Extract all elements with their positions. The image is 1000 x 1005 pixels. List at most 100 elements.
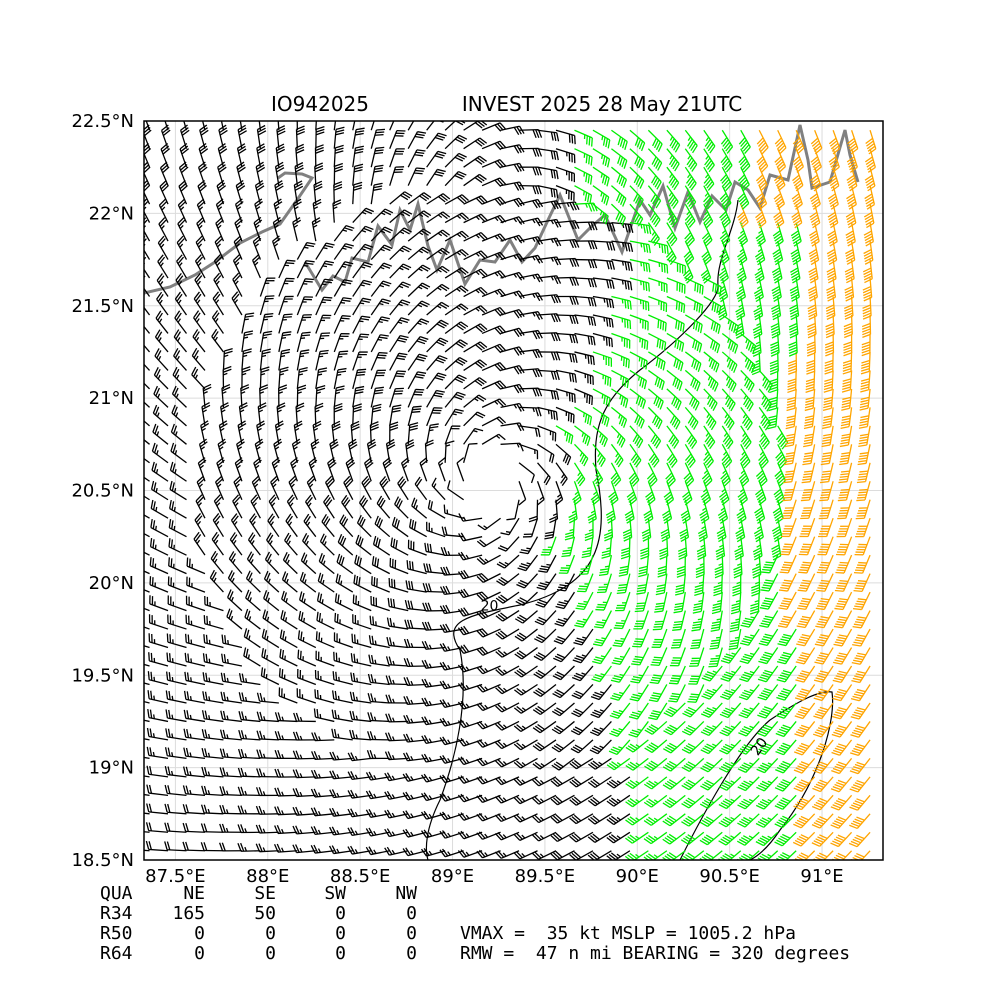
barb-half-feather	[285, 636, 286, 640]
barb-half-feather	[154, 714, 155, 718]
barb-half-feather	[246, 678, 247, 682]
barb-staff	[353, 148, 356, 167]
barb-half-feather	[271, 522, 274, 526]
barb-feather	[278, 750, 281, 758]
barb-feather	[223, 711, 225, 719]
wind-barb	[181, 107, 190, 131]
wind-barb	[498, 537, 519, 551]
barb-staff	[371, 317, 381, 334]
barb-feather	[190, 559, 191, 568]
wind-barb	[514, 740, 537, 750]
wind-barb	[353, 298, 371, 315]
barb-staff	[556, 333, 575, 334]
wind-barb	[166, 728, 187, 740]
wind-barb	[375, 516, 390, 537]
barb-feather	[132, 690, 133, 699]
barb-feather	[520, 552, 529, 553]
barb-feather	[264, 590, 267, 598]
wind-barb	[427, 320, 449, 333]
barb-staff	[272, 463, 279, 481]
barb-half-feather	[197, 540, 200, 544]
wind-barb	[593, 186, 609, 206]
barb-feather	[350, 730, 352, 738]
barb-half-feather	[429, 796, 432, 800]
barb-feather	[418, 114, 426, 116]
barb-staff	[264, 598, 279, 610]
barb-feather	[588, 317, 590, 325]
barb-staff	[402, 463, 409, 481]
barb-half-feather	[474, 399, 478, 401]
wind-barb	[408, 301, 429, 315]
barb-half-feather	[191, 696, 192, 700]
barb-feather	[418, 372, 427, 373]
barb-feather	[371, 693, 373, 701]
barb-staff	[445, 443, 446, 462]
wind-barb	[537, 574, 556, 590]
barb-half-feather	[587, 548, 591, 549]
barb-feather	[169, 557, 170, 566]
wind-barb	[556, 389, 575, 403]
barb-feather	[168, 804, 170, 812]
barb-staff	[316, 333, 322, 352]
wind-barb	[185, 672, 205, 685]
barb-feather	[397, 340, 405, 342]
barb-half-feather	[322, 619, 323, 623]
barb-feather	[280, 668, 281, 677]
barb-feather	[374, 186, 382, 188]
barb-half-feather	[221, 428, 225, 430]
barb-feather	[134, 558, 135, 567]
barb-staff	[505, 555, 519, 568]
barb-staff	[204, 719, 223, 722]
wind-barb	[136, 367, 150, 388]
barb-half-feather	[181, 207, 184, 210]
wind-barb	[353, 334, 369, 352]
barb-feather	[334, 406, 342, 409]
barb-half-feather	[355, 831, 357, 835]
wind-barb	[408, 150, 425, 167]
barb-feather	[301, 335, 310, 336]
wind-barb	[371, 353, 387, 371]
barb-feather	[610, 242, 612, 250]
barb-half-feather	[533, 257, 535, 261]
barb-staff	[230, 540, 242, 556]
barb-staff	[334, 737, 353, 740]
wind-barb	[297, 332, 310, 352]
barb-half-feather	[138, 450, 139, 454]
barb-half-feather	[318, 374, 322, 375]
barb-feather	[540, 569, 549, 570]
barb-half-feather	[162, 207, 165, 210]
barb-feather	[376, 147, 385, 148]
barb-half-feather	[419, 269, 423, 271]
wind-barb	[334, 632, 352, 647]
barb-half-feather	[540, 497, 543, 500]
barb-feather	[238, 768, 241, 776]
barb-half-feather	[340, 600, 341, 604]
wind-barb	[170, 500, 187, 518]
barb-feather	[128, 822, 130, 830]
wind-barb	[556, 444, 571, 465]
barb-half-feather	[138, 488, 139, 492]
barb-feather	[352, 730, 354, 738]
barb-staff	[245, 617, 260, 629]
barb-feather	[284, 592, 287, 600]
barb-feather	[260, 750, 263, 758]
barb-half-feather	[342, 266, 346, 267]
barb-half-feather	[378, 340, 382, 341]
wind-barb	[149, 633, 168, 647]
barb-feather	[469, 444, 478, 445]
barb-feather	[238, 806, 241, 814]
barb-feather	[318, 592, 320, 600]
barb-staff	[426, 591, 445, 592]
barb-feather	[294, 713, 297, 721]
barb-half-feather	[379, 322, 383, 323]
barb-half-feather	[323, 580, 324, 584]
wind-barb	[157, 292, 168, 315]
wind-barb	[458, 626, 482, 635]
barb-half-feather	[602, 155, 603, 159]
barb-half-feather	[198, 281, 201, 284]
barb-feather	[375, 165, 384, 166]
wind-barb	[131, 595, 149, 611]
barb-staff	[482, 434, 499, 444]
barb-half-feather	[250, 578, 252, 582]
wind-barb	[574, 463, 584, 486]
